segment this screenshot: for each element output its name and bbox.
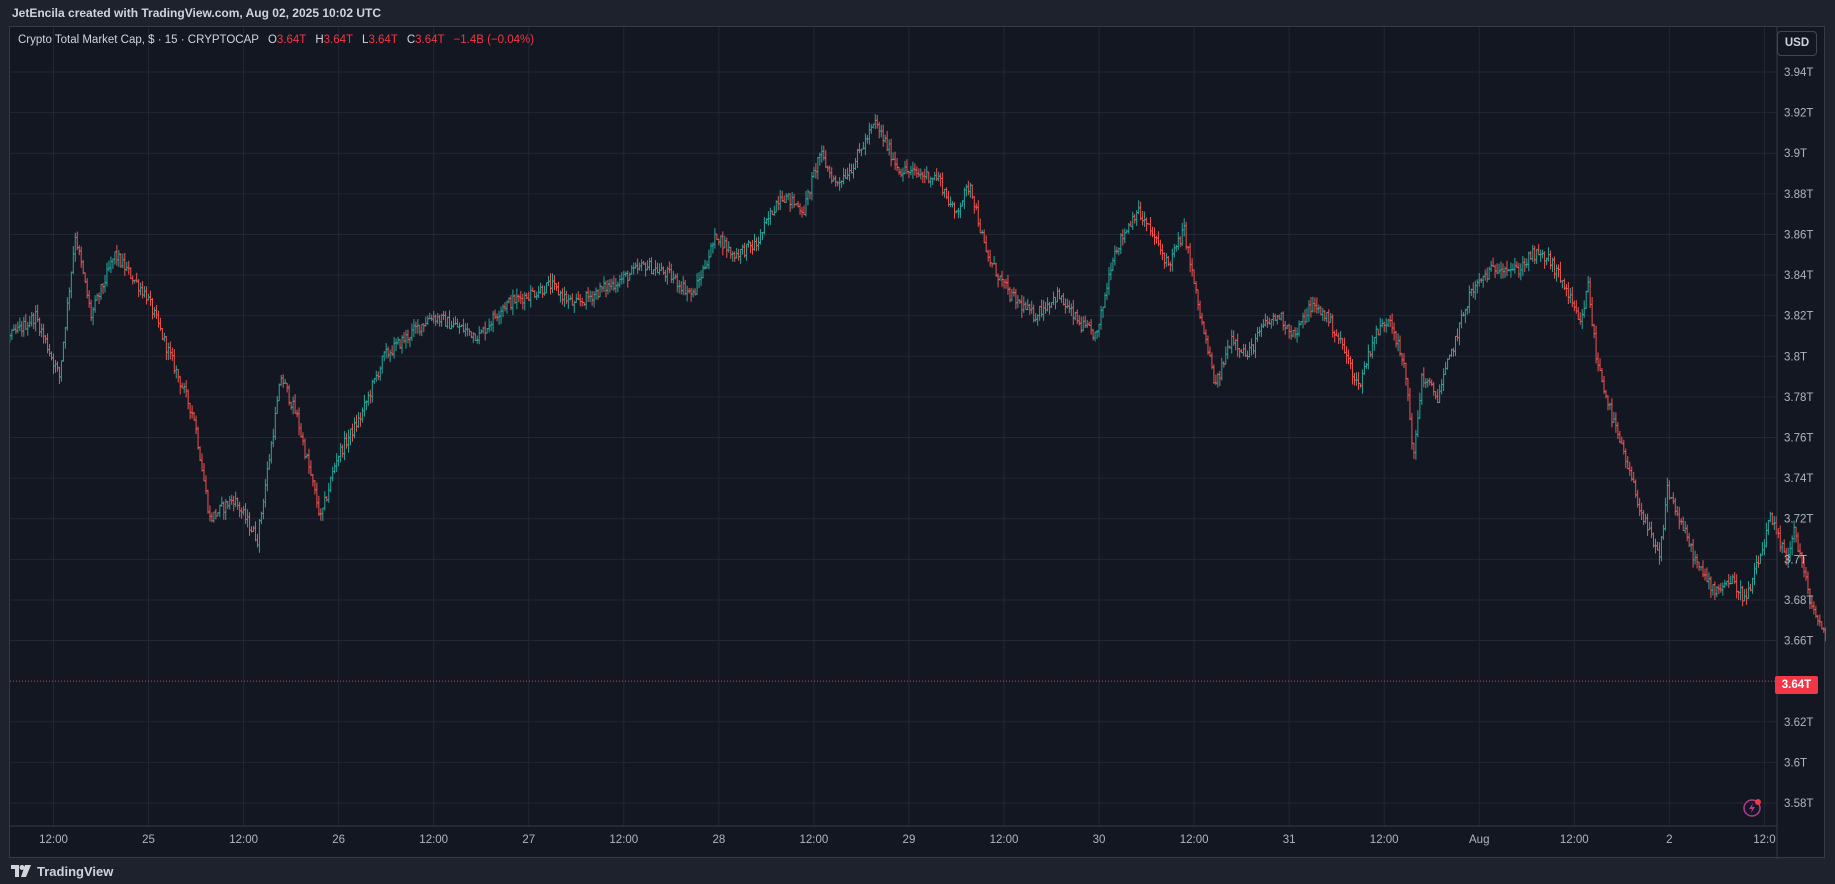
time-tick-label: 12:00 bbox=[39, 834, 68, 846]
price-tick-label: 3.74T bbox=[1784, 473, 1813, 485]
price-tick-label: 3.86T bbox=[1784, 229, 1813, 241]
close-label: C bbox=[406, 34, 416, 46]
price-tick-label: 3.66T bbox=[1784, 636, 1813, 648]
change-value: −1.4B (−0.04%) bbox=[453, 34, 535, 46]
footer-brand[interactable]: TradingView bbox=[10, 860, 113, 882]
price-tick-label: 3.88T bbox=[1784, 189, 1813, 201]
price-tick-label: 3.76T bbox=[1784, 433, 1813, 445]
time-tick-label: 30 bbox=[1093, 834, 1106, 846]
price-tick-label: 3.58T bbox=[1784, 798, 1813, 810]
time-tick-label: 12:00 bbox=[1560, 834, 1589, 846]
price-tick-label: 3.78T bbox=[1784, 392, 1813, 404]
high-value: 3.64T bbox=[323, 34, 353, 46]
time-tick-label: 25 bbox=[142, 834, 155, 846]
grid-lines bbox=[10, 27, 1777, 826]
low-value: 3.64T bbox=[368, 34, 398, 46]
price-tick-label: 3.94T bbox=[1784, 67, 1813, 79]
time-tick-label: 12:00 bbox=[800, 834, 829, 846]
last-price-tag: 3.64T bbox=[1775, 676, 1818, 694]
price-tick-label: 3.72T bbox=[1784, 514, 1813, 526]
time-tick-label: 12:00 bbox=[609, 834, 638, 846]
price-tick-label: 3.8T bbox=[1784, 351, 1807, 363]
close-value: 3.64T bbox=[415, 34, 445, 46]
price-tick-label: 3.84T bbox=[1784, 270, 1813, 282]
time-axis: 12:00 25 12:00 26 12:00 27 12:00 28 12:00 29 12:00… bbox=[39, 834, 1775, 846]
time-tick-label: 12:00 bbox=[1370, 834, 1399, 846]
time-tick-label: 28 bbox=[712, 834, 725, 846]
alert-icon[interactable] bbox=[1742, 798, 1762, 818]
price-tick-label: 3.82T bbox=[1784, 311, 1813, 323]
chart-attribution: JetEncila created with TradingView.com, … bbox=[12, 6, 382, 20]
footer-brand-label: TradingView bbox=[37, 863, 114, 879]
open-label: O bbox=[267, 34, 277, 46]
time-tick-label: 2 bbox=[1666, 834, 1672, 846]
time-tick-label: Aug bbox=[1469, 834, 1489, 846]
price-tick-label: 3.68T bbox=[1784, 595, 1813, 607]
time-tick-label: 31 bbox=[1283, 834, 1296, 846]
time-tick-label: 12:00 bbox=[1180, 834, 1209, 846]
time-tick-label: 12:00 bbox=[990, 834, 1019, 846]
tradingview-logo-icon bbox=[11, 865, 31, 877]
price-tick-label: 3.9T bbox=[1784, 148, 1807, 160]
time-tick-label: 29 bbox=[903, 834, 916, 846]
chart-frame[interactable]: 3.94T 3.92T 3.9T 3.88T 3.86T 3.84T 3.82T 3.8T 3.… bbox=[9, 26, 1826, 859]
candles bbox=[10, 114, 1826, 642]
price-chart[interactable]: 3.94T 3.92T 3.9T 3.88T 3.86T 3.84T 3.82T 3.8T 3.… bbox=[10, 27, 1826, 859]
time-tick-label: 12:0 bbox=[1753, 834, 1775, 846]
time-tick-label: 12:00 bbox=[419, 834, 448, 846]
price-tick-label: 3.6T bbox=[1784, 757, 1807, 769]
price-axis: 3.94T 3.92T 3.9T 3.88T 3.86T 3.84T 3.82T 3.8T 3.… bbox=[1776, 27, 1813, 859]
currency-button[interactable]: USD bbox=[1777, 31, 1817, 56]
open-value: 3.64T bbox=[276, 34, 307, 46]
price-tick-label: 3.92T bbox=[1784, 108, 1813, 120]
time-tick-label: 26 bbox=[332, 834, 345, 846]
time-tick-label: 27 bbox=[522, 834, 535, 846]
time-tick-label: 12:00 bbox=[229, 834, 258, 846]
low-label: L bbox=[362, 34, 369, 46]
symbol-label[interactable]: Crypto Total Market Cap, $ · 15 · CRYPTO… bbox=[18, 34, 259, 46]
price-tick-label: 3.7T bbox=[1784, 554, 1807, 566]
chart-legend: Crypto Total Market Cap, $ · 15 · CRYPTO… bbox=[18, 34, 534, 46]
price-tick-label: 3.62T bbox=[1784, 717, 1813, 729]
high-label: H bbox=[315, 34, 324, 46]
